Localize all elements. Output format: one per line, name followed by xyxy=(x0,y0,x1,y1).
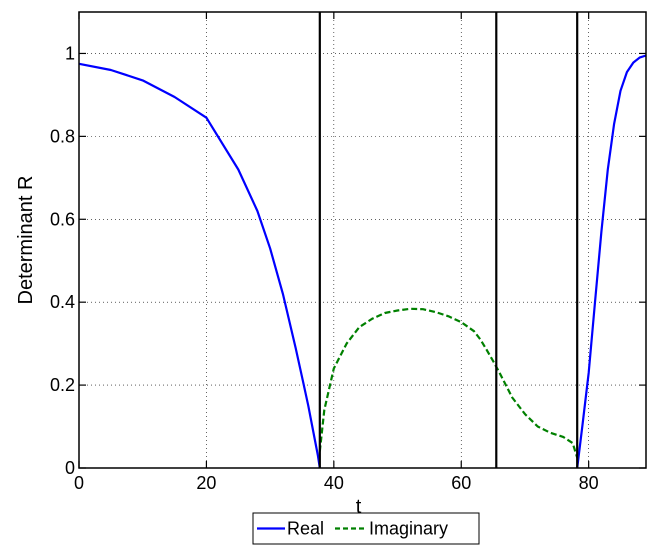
plot-frame xyxy=(78,11,647,469)
series-line-real xyxy=(576,54,647,469)
y-tick-label: 0.4 xyxy=(50,292,75,312)
ticks: 0 20 40 60 80 0 0.2 0.4 0.6 0.8 1 xyxy=(50,12,646,493)
x-tick-label: 40 xyxy=(324,473,344,493)
grid xyxy=(79,12,646,468)
x-tick-label: 80 xyxy=(579,473,599,493)
series-layer xyxy=(78,54,647,469)
series-line-real xyxy=(78,62,321,469)
y-tick-label: 1 xyxy=(65,43,75,63)
y-tick-label: 0 xyxy=(65,458,75,478)
vertical-lines xyxy=(318,12,579,468)
series-line-imaginary xyxy=(318,307,579,458)
x-tick-label: 20 xyxy=(196,473,216,493)
y-tick-label: 0.2 xyxy=(50,375,75,395)
x-tick-label: 60 xyxy=(451,473,471,493)
legend: Real Imaginary xyxy=(252,512,480,545)
x-axis-label: t xyxy=(356,496,362,518)
y-tick-label: 0.8 xyxy=(50,126,75,146)
y-axis-label: Determinant R xyxy=(15,176,37,305)
y-tick-label: 0.6 xyxy=(50,209,75,229)
legend-label-imaginary: Imaginary xyxy=(369,519,448,539)
legend-box xyxy=(252,512,480,545)
legend-label-real: Real xyxy=(287,519,324,539)
x-tick-label: 0 xyxy=(74,473,84,493)
